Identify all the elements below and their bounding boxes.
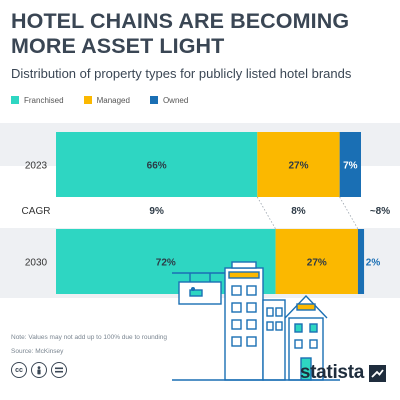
statista-logo[interactable]: statista [300,362,386,384]
title-line-1: HOTEL CHAINS ARE BECOMING [11,9,350,33]
bar-franchised-2023 [56,132,258,197]
legend-item-managed: Managed [83,95,130,105]
legend-item-franchised: Franchised [11,96,64,105]
bar-managed-2023 [257,132,340,197]
license-icons: cc [11,362,71,378]
legend-label-owned: Owned [162,95,189,105]
legend: Franchised Managed Owned [11,94,208,106]
legend-swatch-owned [149,96,158,104]
legend-swatch-franchised [11,96,19,104]
chart-subtitle: Distribution of property types for publi… [11,66,352,81]
connector-line-1 [256,196,276,230]
category-label-2030: 2030 [25,258,48,269]
bar-owned-2023 [339,132,361,197]
legend-swatch-managed [83,96,92,104]
cagr-label: CAGR [22,206,51,217]
data-label-owned-2030: 2% [366,258,381,269]
data-label-owned-2023: 7% [343,161,358,172]
data-label-managed-2023: 27% [288,161,308,172]
footnote: Note: Values may not add up to 100% due … [11,334,167,341]
cc-icon[interactable]: cc [11,362,27,378]
legend-item-owned: Owned [149,95,189,105]
cagr-value-owned: ~8% [370,206,390,217]
brand-name: statista [299,362,364,383]
source-text: Source: McKinsey [11,348,64,355]
chart-title: HOTEL CHAINS ARE BECOMING MORE ASSET LIG… [11,9,391,59]
legend-label-franchised: Franchised [24,95,64,105]
legend-label-managed: Managed [96,95,130,105]
attribution-icon[interactable] [31,362,47,378]
title-line-2: MORE ASSET LIGHT [11,34,225,58]
cagr-value-franchised: 9% [149,206,164,217]
data-label-franchised-2030: 72% [156,258,176,269]
bar-owned-2030 [357,229,365,294]
cagr-value-managed: 8% [291,206,306,217]
data-label-franchised-2023: 66% [147,161,167,172]
statista-mark-icon [369,364,386,382]
hotel-illustration [172,261,340,381]
category-label-2023: 2023 [25,161,48,172]
data-label-managed-2030: 27% [307,258,327,269]
bar-managed-2030 [275,229,358,294]
connector-line-2 [339,196,359,230]
equals-icon[interactable] [51,362,67,378]
